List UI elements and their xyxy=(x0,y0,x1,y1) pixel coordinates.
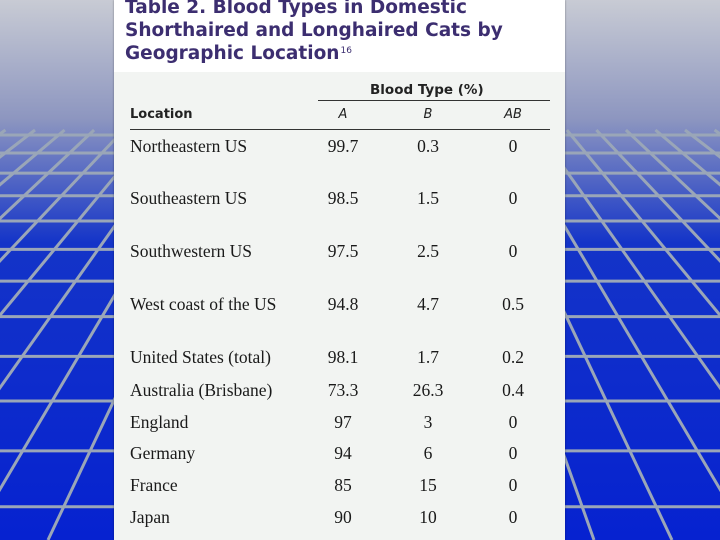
cell-location: Southeastern US xyxy=(130,188,248,208)
cell-a: 73.3 xyxy=(327,380,359,400)
cell-ab: 0.4 xyxy=(502,380,524,400)
cell-a: 90 xyxy=(334,507,352,527)
cell-ab: 0 xyxy=(508,241,518,261)
cell-a: 98.1 xyxy=(327,347,359,367)
cell-location: United States (total) xyxy=(130,347,271,367)
cell-b: 3 xyxy=(423,412,433,432)
column-header-b: B xyxy=(423,107,433,122)
cell-ab: 0.5 xyxy=(502,294,524,314)
cell-ab: 0 xyxy=(508,136,518,156)
cell-location: West coast of the US xyxy=(130,294,277,314)
title-line: Shorthaired and Longhaired Cats by xyxy=(125,20,503,41)
cell-ab: 0.2 xyxy=(502,347,524,367)
cell-location: England xyxy=(130,412,189,432)
group-header-rule xyxy=(318,100,550,101)
cell-b: 10 xyxy=(419,507,437,527)
column-header-ab: AB xyxy=(504,107,522,122)
cell-location: France xyxy=(130,475,178,495)
cell-b: 15 xyxy=(419,475,437,495)
table-title: Table 2. Blood Types in Domestic Shortha… xyxy=(125,0,555,65)
title-line-text: Geographic Location xyxy=(125,43,340,64)
cell-b: 26.3 xyxy=(412,380,444,400)
cell-ab: 0 xyxy=(508,475,518,495)
blood-type-table-card: Table 2. Blood Types in Domestic Shortha… xyxy=(114,0,565,540)
cell-a: 94 xyxy=(334,443,352,463)
title-reference: 16 xyxy=(340,46,352,56)
cell-a: 97.5 xyxy=(327,241,359,261)
cell-location: Southwestern US xyxy=(130,241,253,261)
column-header-location: Location xyxy=(130,107,193,122)
cell-ab: 0 xyxy=(508,507,518,527)
cell-a: 98.5 xyxy=(327,188,359,208)
cell-location: Northeastern US xyxy=(130,136,248,156)
title-line: Table 2. Blood Types in Domestic xyxy=(125,0,467,18)
cell-a: 85 xyxy=(334,475,352,495)
cell-b: 4.7 xyxy=(417,294,439,314)
table-header-area: Table 2. Blood Types in Domestic Shortha… xyxy=(114,0,565,72)
column-header-rule xyxy=(130,129,550,130)
cell-a: 94.8 xyxy=(327,294,359,314)
cell-location: Japan xyxy=(130,507,170,527)
cell-a: 97 xyxy=(334,412,352,432)
cell-b: 1.7 xyxy=(417,347,439,367)
cell-ab: 0 xyxy=(508,443,518,463)
cell-ab: 0 xyxy=(508,412,518,432)
cell-a: 99.7 xyxy=(327,136,359,156)
cell-location: Australia (Brisbane) xyxy=(130,380,273,400)
title-line: Geographic Location16 xyxy=(125,42,555,65)
cell-ab: 0 xyxy=(508,188,518,208)
cell-b: 6 xyxy=(423,443,433,463)
cell-b: 2.5 xyxy=(417,241,439,261)
column-header-a: A xyxy=(338,107,348,122)
cell-b: 0.3 xyxy=(417,136,439,156)
cell-location: Germany xyxy=(130,443,196,463)
blood-type-group-header: Blood Type (%) xyxy=(370,82,484,98)
cell-b: 1.5 xyxy=(417,188,439,208)
